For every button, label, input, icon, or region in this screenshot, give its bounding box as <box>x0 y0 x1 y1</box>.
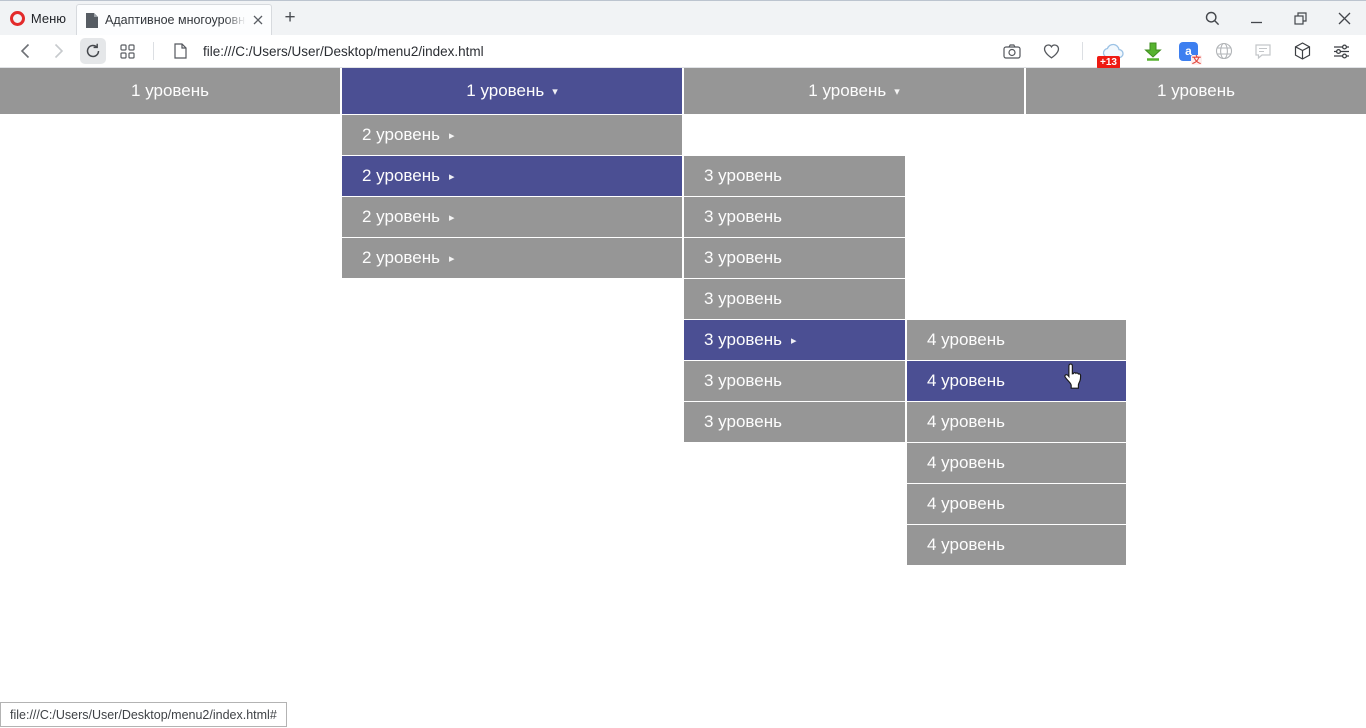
translate-letter: a <box>1185 44 1192 58</box>
minimize-button[interactable] <box>1234 1 1278 35</box>
nav-icons <box>12 38 193 64</box>
separator <box>153 42 154 60</box>
chevron-down-icon: ▾ <box>552 85 558 98</box>
chevron-right-icon: ▸ <box>448 211 455 224</box>
page-favicon-icon <box>85 12 98 28</box>
menu-item-level1[interactable]: 1 уровень <box>1026 68 1366 114</box>
menu-item-level4[interactable]: 4 уровень <box>907 443 1126 483</box>
chevron-right-icon: ▸ <box>448 170 455 183</box>
menu-item-label: 2 уровень <box>362 207 440 226</box>
menu-button-label: Меню <box>30 10 67 26</box>
menu-item-label: 4 уровень <box>927 371 1005 390</box>
menu-item-label: 4 уровень <box>927 330 1005 349</box>
speed-dial-grid-icon[interactable] <box>114 38 140 64</box>
menu-item-level2[interactable]: 2 уровень ▸ <box>342 238 682 278</box>
tab-search-icon[interactable] <box>1190 1 1234 35</box>
easy-setup-sliders-icon[interactable] <box>1328 38 1354 64</box>
menu-item-level3[interactable]: 3 уровень <box>684 156 905 196</box>
chevron-right-icon: ▸ <box>790 334 797 347</box>
menu-item-level1[interactable]: 1 уровень ▾ <box>684 68 1024 114</box>
translate-extension-icon[interactable]: a 文 <box>1179 41 1202 65</box>
menu-item-label: 1 уровень <box>1157 81 1235 100</box>
sync-cloud-icon[interactable]: +13 <box>1097 40 1127 69</box>
menu-item-level3[interactable]: 3 уровень <box>684 197 905 237</box>
menu-item-label: 4 уровень <box>927 494 1005 513</box>
menu-item-level3-active[interactable]: 3 уровень ▸ <box>684 320 905 360</box>
menu-item-label: 2 уровень <box>362 248 440 267</box>
main-menu-level1: 1 уровень 1 уровень ▾ 1 уровень ▾ 1 уров… <box>0 68 1366 114</box>
status-url-tooltip: file:///C:/Users/User/Desktop/menu2/inde… <box>0 702 287 727</box>
translate-glyph: 文 <box>1190 54 1202 65</box>
restore-button[interactable] <box>1278 1 1322 35</box>
chat-extension-icon[interactable] <box>1250 38 1276 64</box>
opera-logo-icon <box>9 10 25 26</box>
menu-item-label: 1 уровень <box>131 81 209 100</box>
menu-item-level2[interactable]: 2 уровень ▸ <box>342 197 682 237</box>
snapshot-camera-icon[interactable] <box>999 38 1025 64</box>
opera-menu-button[interactable]: Меню <box>0 1 76 35</box>
menu-item-level3[interactable]: 3 уровень <box>684 279 905 319</box>
menu-item-label: 3 уровень <box>704 207 782 226</box>
new-tab-button[interactable]: + <box>284 7 296 28</box>
forward-button-icon[interactable] <box>46 38 72 64</box>
menu-item-level3[interactable]: 3 уровень <box>684 361 905 401</box>
menu-item-label: 1 уровень <box>808 81 887 100</box>
menu-item-label: 4 уровень <box>927 412 1005 431</box>
tab-close-icon[interactable] <box>253 15 263 25</box>
menu-item-label: 4 уровень <box>927 535 1005 554</box>
chevron-right-icon: ▸ <box>448 129 455 142</box>
menu-item-level1-active[interactable]: 1 уровень ▾ <box>342 68 682 114</box>
bookmark-heart-icon[interactable] <box>1038 38 1064 64</box>
browser-tab[interactable]: Адаптивное многоуровне <box>76 4 272 35</box>
menu-item-label: 4 уровень <box>927 453 1005 472</box>
window-controls <box>1190 1 1366 35</box>
menu-item-label: 1 уровень <box>466 81 545 100</box>
menu-item-label: 3 уровень <box>704 330 782 349</box>
menu-item-level3[interactable]: 3 уровень <box>684 402 905 442</box>
menu-item-label: 3 уровень <box>704 371 782 390</box>
dropdown-level2: 2 уровень ▸ 2 уровень ▸ 2 уровень ▸ 2 ур… <box>342 115 682 278</box>
menu-item-level4[interactable]: 4 уровень <box>907 484 1126 524</box>
tabbar-spacer <box>308 1 1190 35</box>
menu-item-label: 3 уровень <box>704 289 782 308</box>
page-viewport: 1 уровень 1 уровень ▾ 1 уровень ▾ 1 уров… <box>0 68 1366 728</box>
cube-extension-icon[interactable] <box>1289 38 1315 64</box>
menu-item-label: 3 уровень <box>704 166 782 185</box>
menu-item-label: 2 уровень <box>362 166 440 185</box>
menu-item-label: 3 уровень <box>704 412 782 431</box>
menu-item-level4[interactable]: 4 уровень <box>907 525 1126 565</box>
menu-item-level1[interactable]: 1 уровень <box>0 68 340 114</box>
back-button-icon[interactable] <box>12 38 38 64</box>
dropdown-level4: 4 уровень 4 уровень 4 уровень 4 уровень … <box>907 320 1126 565</box>
menu-item-level2-active[interactable]: 2 уровень ▸ <box>342 156 682 196</box>
close-window-button[interactable] <box>1322 1 1366 35</box>
url-field[interactable]: file:///C:/Users/User/Desktop/menu2/inde… <box>203 43 484 59</box>
download-arrow-icon[interactable] <box>1140 38 1166 64</box>
chevron-down-icon: ▾ <box>894 85 900 98</box>
address-bar: file:///C:/Users/User/Desktop/menu2/inde… <box>0 35 1366 69</box>
menu-item-level4-active[interactable]: 4 уровень <box>907 361 1126 401</box>
menu-item-label: 3 уровень <box>704 248 782 267</box>
menu-item-level4[interactable]: 4 уровень <box>907 320 1126 360</box>
update-count-badge: +13 <box>1097 56 1120 69</box>
page-info-icon[interactable] <box>167 38 193 64</box>
menu-item-level3[interactable]: 3 уровень <box>684 238 905 278</box>
globe-extension-icon[interactable] <box>1211 38 1237 64</box>
reload-button-icon[interactable] <box>80 38 106 64</box>
toolbar-extensions: +13 a 文 <box>991 38 1354 69</box>
menu-item-level4[interactable]: 4 уровень <box>907 402 1126 442</box>
separator <box>1082 42 1083 60</box>
chevron-right-icon: ▸ <box>448 252 455 265</box>
tab-bar: Меню Адаптивное многоуровне + <box>0 1 1366 35</box>
menu-item-level2[interactable]: 2 уровень ▸ <box>342 115 682 155</box>
tab-title: Адаптивное многоуровне <box>105 13 246 27</box>
dropdown-level3: 3 уровень 3 уровень 3 уровень 3 уровень … <box>684 156 905 442</box>
menu-item-label: 2 уровень <box>362 125 440 144</box>
